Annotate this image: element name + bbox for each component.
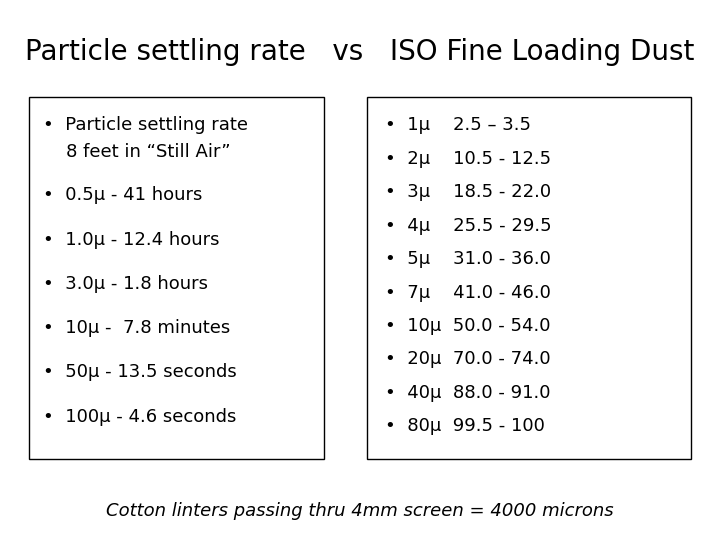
Text: •  10μ -  7.8 minutes: • 10μ - 7.8 minutes [43, 319, 230, 337]
Text: •  3μ    18.5 - 22.0: • 3μ 18.5 - 22.0 [385, 183, 552, 201]
Text: •  0.5μ - 41 hours: • 0.5μ - 41 hours [43, 186, 202, 204]
Text: 8 feet in “Still Air”: 8 feet in “Still Air” [43, 143, 231, 161]
FancyBboxPatch shape [367, 97, 691, 459]
Text: •  80μ  99.5 - 100: • 80μ 99.5 - 100 [385, 417, 545, 435]
Text: Cotton linters passing thru 4mm screen = 4000 microns: Cotton linters passing thru 4mm screen =… [106, 502, 614, 520]
FancyBboxPatch shape [29, 97, 324, 459]
Text: •  3.0μ - 1.8 hours: • 3.0μ - 1.8 hours [43, 275, 208, 293]
Text: •  Particle settling rate: • Particle settling rate [43, 116, 248, 134]
Text: •  7μ    41.0 - 46.0: • 7μ 41.0 - 46.0 [385, 284, 551, 301]
Text: •  4μ    25.5 - 29.5: • 4μ 25.5 - 29.5 [385, 217, 552, 234]
Text: •  100μ - 4.6 seconds: • 100μ - 4.6 seconds [43, 408, 237, 426]
Text: •  40μ  88.0 - 91.0: • 40μ 88.0 - 91.0 [385, 384, 551, 402]
Text: •  5μ    31.0 - 36.0: • 5μ 31.0 - 36.0 [385, 250, 551, 268]
Text: •  10μ  50.0 - 54.0: • 10μ 50.0 - 54.0 [385, 317, 551, 335]
Text: •  1.0μ - 12.4 hours: • 1.0μ - 12.4 hours [43, 231, 220, 248]
Text: •  20μ  70.0 - 74.0: • 20μ 70.0 - 74.0 [385, 350, 551, 368]
Text: •  1μ    2.5 – 3.5: • 1μ 2.5 – 3.5 [385, 116, 531, 134]
Text: Particle settling rate   vs   ISO Fine Loading Dust: Particle settling rate vs ISO Fine Loadi… [25, 38, 695, 66]
Text: •  50μ - 13.5 seconds: • 50μ - 13.5 seconds [43, 363, 237, 381]
Text: •  2μ    10.5 - 12.5: • 2μ 10.5 - 12.5 [385, 150, 552, 167]
